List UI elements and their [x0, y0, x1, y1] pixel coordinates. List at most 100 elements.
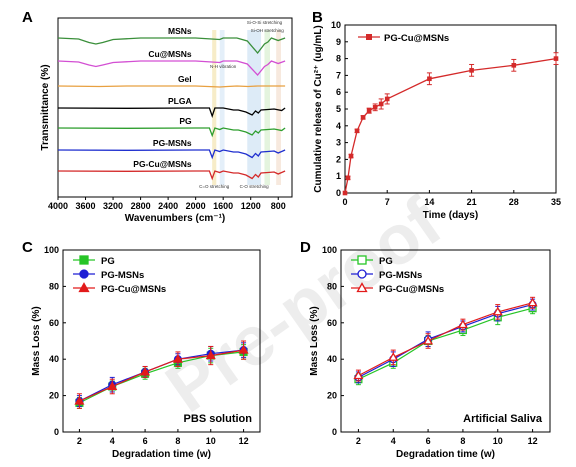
x-tick-label: 7 — [385, 197, 390, 207]
panel-label-d: D — [300, 239, 311, 256]
series-line — [344, 57, 557, 194]
y-tick-label: 20 — [49, 391, 59, 401]
spectrum-label: PG-MSNs — [153, 138, 192, 148]
y-tick-label: 9 — [336, 37, 341, 47]
data-point — [348, 153, 354, 159]
y-tick-label: 80 — [327, 281, 337, 291]
y-axis-label: Cumulative release of Cu²⁺ (ug/mL) — [313, 25, 324, 193]
series-line — [358, 302, 533, 377]
x-axis-label: Time (days) — [423, 210, 478, 221]
plot-frame-a — [57, 17, 293, 198]
x-tick-label: 12 — [528, 436, 538, 446]
data-point — [511, 63, 517, 68]
y-axis-label: Mass Loss (%) — [31, 306, 42, 375]
y-tick-label: 40 — [49, 354, 59, 364]
x-tick-label: 800 — [271, 201, 286, 211]
y-tick-label: 80 — [49, 281, 59, 291]
legend-marker — [79, 269, 89, 279]
data-point — [553, 56, 559, 61]
y-tick-label: 5 — [336, 104, 341, 114]
y-tick-label: 0 — [332, 427, 337, 437]
data-point — [238, 344, 249, 354]
x-tick-label: 8 — [175, 436, 180, 446]
x-axis-label: Degradation time (w) — [396, 449, 495, 460]
spectrum-line — [57, 85, 286, 88]
x-tick-label: 2400 — [158, 201, 178, 211]
x-tick-label: 2000 — [186, 201, 206, 211]
x-tick-label: 28 — [509, 197, 519, 207]
annotation-text: C-O stretching — [240, 184, 270, 189]
annotation-text: Si-OH stretching — [251, 28, 285, 33]
x-tick-label: 3200 — [103, 201, 123, 211]
y-tick-label: 2 — [336, 154, 341, 164]
x-tick-label: 6 — [426, 436, 431, 446]
x-tick-label: 3600 — [76, 201, 96, 211]
x-axis-label: Degradation time (w) — [112, 449, 211, 460]
data-point — [172, 353, 183, 363]
plot-frame-d — [340, 249, 551, 433]
data-point — [366, 108, 372, 113]
legend-marker — [357, 255, 367, 265]
spectrum-line — [57, 149, 286, 160]
data-point — [423, 335, 434, 345]
y-tick-label: 40 — [327, 354, 337, 364]
spectrum-line — [57, 127, 286, 138]
x-tick-label: 1200 — [241, 201, 261, 211]
plot-frame-c — [62, 249, 261, 433]
x-tick-label: 21 — [467, 197, 477, 207]
y-tick-label: 4 — [336, 121, 341, 131]
x-tick-label: 2 — [77, 436, 82, 446]
legend-label: PG — [101, 256, 115, 267]
x-tick-label: 2800 — [131, 201, 151, 211]
data-point — [388, 352, 399, 361]
x-tick-label: 4000 — [48, 201, 68, 211]
data-point — [384, 96, 390, 102]
spectrum-label: Gel — [178, 74, 192, 84]
data-point — [492, 306, 503, 316]
x-tick-label: 35 — [551, 197, 561, 207]
legend-label: PG-MSNs — [379, 270, 422, 281]
y-tick-label: 0 — [54, 427, 59, 437]
legend-marker — [357, 269, 367, 279]
x-tick-label: 12 — [239, 436, 249, 446]
y-tick-label: 3 — [336, 138, 341, 148]
panel-label-a: A — [22, 9, 33, 26]
medium-annotation: PBS solution — [184, 413, 253, 425]
highlight-band — [212, 30, 217, 185]
spectrum-label: PG-Cu@MSNs — [133, 159, 192, 169]
highlight-band — [264, 30, 270, 185]
x-tick-label: 8 — [460, 436, 465, 446]
spectrum-label: PG — [179, 116, 192, 126]
spectrum-line — [57, 60, 286, 76]
y-tick-label: 100 — [44, 245, 59, 255]
y-tick-label: 8 — [336, 54, 341, 64]
legend-marker — [79, 255, 89, 265]
data-point — [427, 76, 432, 82]
x-tick-label: 0 — [342, 197, 347, 207]
y-tick-label: 60 — [49, 318, 59, 328]
data-point — [345, 175, 351, 181]
spectrum-line — [57, 107, 286, 118]
legend-marker — [78, 282, 90, 293]
data-point — [354, 128, 360, 134]
data-point — [342, 190, 348, 196]
x-tick-label: 10 — [206, 436, 216, 446]
y-tick-label: 10 — [331, 20, 341, 30]
series-line — [358, 307, 533, 380]
medium-annotation: Artificial Saliva — [463, 413, 543, 425]
y-tick-label: 0 — [336, 188, 341, 198]
legend-label: PG-Cu@MSNs — [379, 284, 444, 295]
data-point — [372, 105, 378, 110]
legend-marker — [366, 34, 372, 40]
x-tick-label: 1600 — [213, 201, 233, 211]
data-point — [74, 395, 85, 405]
spectrum-line — [57, 37, 286, 55]
panel-label-c: C — [22, 239, 33, 256]
y-axis-label: Transmittance (%) — [40, 64, 51, 150]
annotation-text: N-H vibration — [210, 64, 237, 69]
spectrum-line — [57, 170, 286, 181]
x-tick-label: 4 — [391, 436, 396, 446]
panel-label-b: B — [312, 9, 323, 26]
legend-label: PG-Cu@MSNs — [384, 33, 449, 44]
y-tick-label: 60 — [327, 318, 337, 328]
